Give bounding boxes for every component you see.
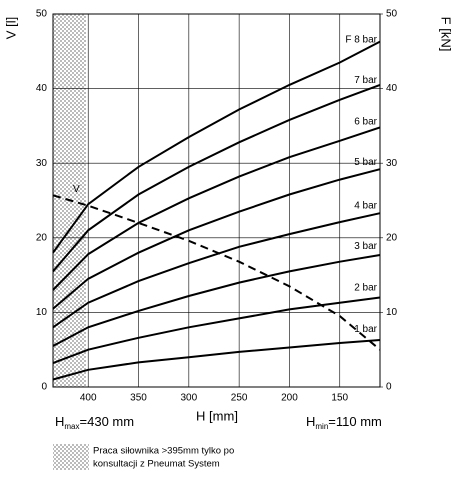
series-line (52, 254, 381, 347)
h-min-sub: min (315, 422, 328, 431)
y2-tick-label: 0 (386, 382, 392, 393)
y2-axis-title: F [kN] (439, 17, 454, 52)
y-tick-label: 40 (36, 83, 48, 94)
y2-tick-label: 30 (386, 158, 398, 169)
h-max-label: Hmax=430 mm (55, 414, 134, 431)
series-label: F 8 bar (345, 35, 377, 46)
series-line (52, 212, 381, 329)
x-tick-label: 200 (281, 393, 298, 404)
y-axis-title: V [l] (3, 17, 18, 39)
series-line (52, 40, 381, 254)
x-tick-label: 300 (180, 393, 197, 404)
series-line (52, 339, 381, 381)
x-tick-label: 250 (231, 393, 248, 404)
series-label: V (73, 184, 80, 195)
series-label: 7 bar (354, 75, 377, 86)
h-max-sub: max (64, 422, 79, 431)
x-axis-title: H [mm] (196, 408, 238, 423)
note-line: Praca siłownika >395mm tylko po (93, 446, 234, 457)
series-line (52, 194, 381, 351)
series-line (52, 168, 381, 310)
y-tick-label: 30 (36, 158, 48, 169)
x-tick-label: 400 (80, 393, 97, 404)
series-label: 1 bar (354, 324, 377, 335)
y2-tick-label: 20 (386, 232, 398, 243)
note-line: konsultacji z Pneumat System (93, 459, 220, 470)
y2-tick-label: 40 (386, 83, 398, 94)
y2-tick-label: 10 (386, 307, 398, 318)
plot-frame (52, 13, 381, 388)
h-min-label: Hmin=110 mm (306, 414, 382, 431)
series-label: 2 bar (354, 283, 377, 294)
series-line (52, 126, 381, 291)
x-tick-label: 150 (331, 393, 348, 404)
series-label: 3 bar (354, 241, 377, 252)
y2-tick-label: 50 (386, 9, 398, 20)
y-tick-label: 0 (41, 382, 47, 393)
series-line (52, 296, 381, 365)
h-min-symbol: H (306, 414, 315, 429)
series-label: 5 bar (354, 157, 377, 168)
series-label: 4 bar (354, 200, 377, 211)
y-tick-label: 10 (36, 307, 48, 318)
h-min-text: =110 mm (328, 414, 382, 429)
h-max-symbol: H (55, 414, 64, 429)
series-line (52, 83, 381, 273)
y-tick-label: 20 (36, 232, 48, 243)
series-label: 6 bar (354, 117, 377, 128)
h-max-text: =430 mm (80, 414, 135, 429)
x-tick-label: 350 (130, 393, 147, 404)
note-swatch (53, 444, 89, 470)
y-tick-label: 50 (36, 9, 48, 20)
